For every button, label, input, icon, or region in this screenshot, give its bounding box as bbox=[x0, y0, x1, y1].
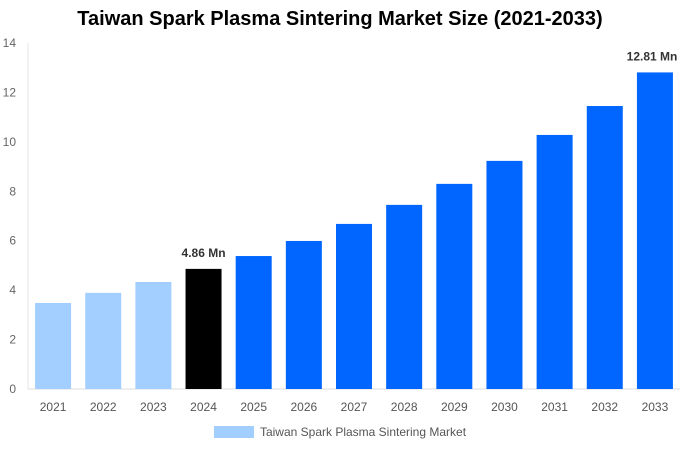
y-tick-label: 10 bbox=[3, 135, 17, 149]
x-tick-label: 2031 bbox=[541, 400, 568, 414]
y-tick-label: 0 bbox=[9, 382, 16, 396]
x-tick-label: 2032 bbox=[591, 400, 618, 414]
bar-2033 bbox=[636, 72, 673, 389]
x-tick-label: 2033 bbox=[642, 400, 669, 414]
y-tick-label: 4 bbox=[9, 283, 16, 297]
data-label: 12.81 Mn bbox=[627, 49, 678, 63]
y-tick-label: 8 bbox=[9, 184, 16, 198]
y-tick-label: 2 bbox=[9, 333, 16, 347]
chart-title: Taiwan Spark Plasma Sintering Market Siz… bbox=[77, 8, 603, 30]
x-tick-label: 2025 bbox=[240, 400, 267, 414]
data-label: 4.86 Mn bbox=[182, 246, 226, 260]
bar-2026 bbox=[285, 240, 322, 389]
y-tick-label: 12 bbox=[3, 85, 17, 99]
bar-2022 bbox=[85, 292, 122, 389]
x-tick-label: 2029 bbox=[441, 400, 468, 414]
bar-2024 bbox=[185, 268, 222, 389]
x-tick-label: 2027 bbox=[341, 400, 368, 414]
legend: Taiwan Spark Plasma Sintering Market bbox=[0, 425, 680, 439]
x-tick-label: 2021 bbox=[40, 400, 67, 414]
x-tick-label: 2028 bbox=[391, 400, 418, 414]
bar-2028 bbox=[386, 204, 423, 389]
legend-swatch bbox=[213, 426, 254, 438]
legend-label: Taiwan Spark Plasma Sintering Market bbox=[259, 425, 467, 439]
x-tick-label: 2023 bbox=[140, 400, 167, 414]
bar-2029 bbox=[436, 183, 473, 389]
x-tick-label: 2022 bbox=[90, 400, 117, 414]
bar-2025 bbox=[235, 256, 272, 389]
bar-2032 bbox=[586, 106, 623, 390]
bar-2027 bbox=[336, 223, 372, 389]
x-tick-label: 2024 bbox=[190, 400, 217, 414]
y-tick-label: 6 bbox=[9, 234, 16, 248]
x-tick-label: 2026 bbox=[290, 400, 317, 414]
bar-2021 bbox=[35, 302, 72, 389]
y-tick-label: 14 bbox=[3, 36, 17, 50]
bar-2031 bbox=[536, 134, 573, 389]
bar-2023 bbox=[135, 281, 172, 389]
bar-2030 bbox=[486, 160, 523, 389]
x-tick-label: 2030 bbox=[491, 400, 518, 414]
